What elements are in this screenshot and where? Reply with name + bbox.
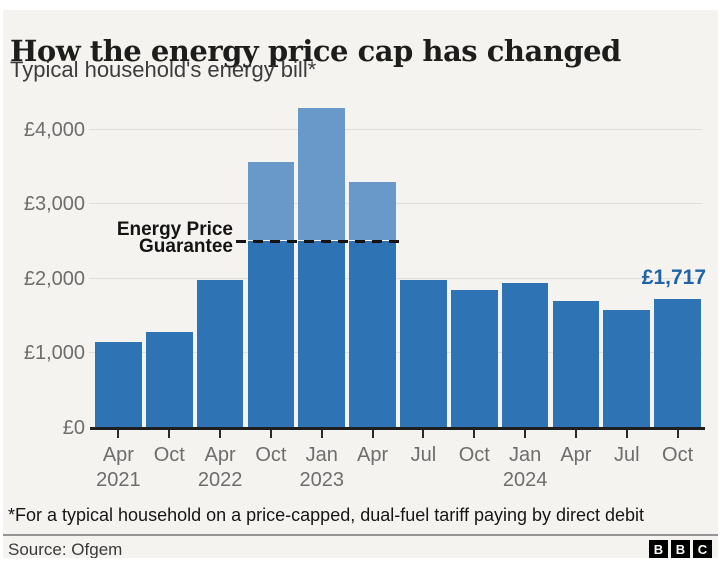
bar bbox=[501, 283, 549, 428]
x-tick-label: Oct bbox=[458, 444, 490, 466]
x-axis-year-label: 2022 bbox=[197, 469, 243, 491]
frame-edge bbox=[718, 0, 720, 562]
frame-edge bbox=[0, 0, 720, 10]
y-tick-label: £1,000 bbox=[23, 342, 85, 365]
x-tick-label: Oct bbox=[153, 444, 185, 466]
bar bbox=[400, 279, 447, 428]
page-title: How the energy price cap has changed bbox=[10, 34, 621, 69]
x-axis-tick bbox=[422, 430, 425, 438]
bar bbox=[450, 290, 498, 428]
x-tick-label: Oct bbox=[255, 444, 287, 466]
chart-subtitle: Typical household's energy bill* bbox=[10, 57, 317, 82]
x-tick-label: Jul bbox=[614, 444, 640, 466]
bar bbox=[603, 310, 651, 428]
x-axis-year-label: 2021 bbox=[96, 469, 141, 491]
energy-price-guarantee-label-line1: Energy Price bbox=[116, 219, 233, 240]
bar bbox=[298, 240, 346, 428]
bar bbox=[552, 300, 600, 428]
x-tick-label: Apr bbox=[357, 444, 389, 466]
gridline bbox=[89, 128, 702, 130]
energy-price-guarantee-label-line2: Guarantee bbox=[139, 236, 233, 257]
bbc-logo-letter: B bbox=[671, 540, 690, 559]
x-axis-tick bbox=[219, 430, 222, 438]
x-tick-label: Jan bbox=[508, 444, 542, 466]
bar bbox=[349, 240, 396, 428]
x-axis-tick bbox=[524, 430, 527, 438]
bar bbox=[95, 342, 142, 428]
bar bbox=[196, 280, 244, 428]
bar-above-guarantee-segment bbox=[247, 162, 295, 241]
bbc-logo-letter: B bbox=[649, 540, 668, 559]
x-tick-label: Jan bbox=[305, 444, 338, 466]
footer-divider bbox=[0, 534, 720, 536]
y-tick-label: £3,000 bbox=[23, 193, 85, 216]
y-tick-label: £0 bbox=[62, 417, 85, 439]
frame-edge bbox=[0, 0, 3, 562]
x-axis-line bbox=[90, 427, 705, 430]
x-tick-label: Jul bbox=[410, 444, 437, 466]
bbc-logo-letter: C bbox=[693, 540, 712, 559]
bar bbox=[247, 240, 295, 428]
x-axis-year-label: 2024 bbox=[502, 469, 548, 491]
latest-value-annotation: £1,717 bbox=[641, 266, 706, 289]
energy-price-guarantee-label: Energy Price Guarantee bbox=[60, 219, 233, 257]
bar bbox=[145, 331, 193, 428]
x-axis-tick bbox=[269, 430, 272, 438]
y-tick-label: £4,000 bbox=[23, 118, 85, 141]
x-axis-tick bbox=[574, 430, 577, 438]
x-tick-label: Apr bbox=[102, 444, 134, 466]
x-axis-tick bbox=[473, 430, 476, 438]
x-axis-year-label: 2023 bbox=[299, 469, 345, 491]
x-axis-tick bbox=[168, 430, 171, 438]
bar-above-guarantee-segment bbox=[349, 182, 396, 241]
frame-edge bbox=[0, 558, 720, 562]
energy-price-guarantee-dashed-line bbox=[236, 239, 406, 243]
x-tick-label: Apr bbox=[204, 444, 236, 466]
y-tick-label: £2,000 bbox=[23, 267, 85, 290]
bar-above-guarantee-segment bbox=[298, 107, 346, 241]
x-axis-tick bbox=[117, 430, 120, 438]
x-tick-label: Apr bbox=[560, 444, 592, 466]
x-axis-tick bbox=[625, 430, 628, 438]
source-label: Source: Ofgem bbox=[8, 540, 123, 559]
bbc-logo: B B C bbox=[649, 540, 712, 559]
footnote: *For a typical household on a price-capp… bbox=[8, 505, 645, 525]
bar bbox=[654, 298, 701, 428]
x-tick-label: Oct bbox=[662, 444, 694, 466]
x-axis-tick bbox=[320, 430, 323, 438]
x-axis-tick bbox=[371, 430, 374, 438]
x-axis-tick bbox=[676, 430, 679, 438]
